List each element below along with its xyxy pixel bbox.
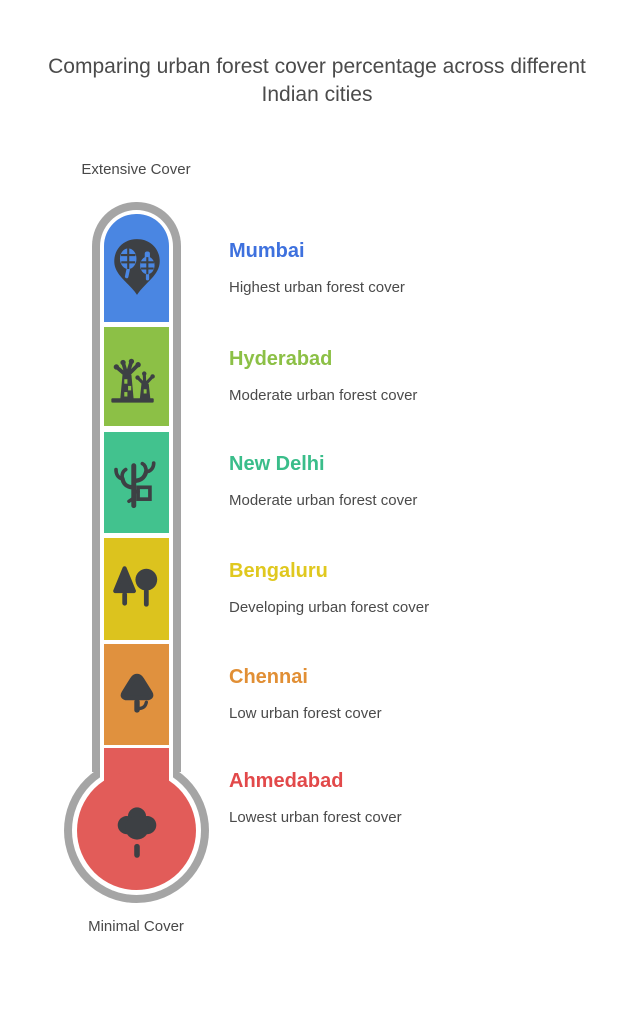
city-description-mumbai: Highest urban forest cover — [229, 279, 405, 296]
hyderabad-supertrees-icon — [110, 358, 155, 403]
segment-chennai — [104, 644, 169, 745]
segment-ahmedabad-bulb — [77, 771, 196, 890]
mumbai-location-pin-trees-icon — [113, 239, 160, 295]
city-block-ahmedabad: Ahmedabad Lowest urban forest cover — [229, 768, 619, 828]
city-block-new-delhi: New Delhi Moderate urban forest cover — [229, 451, 619, 511]
minimal-cover-label: Minimal Cover — [88, 918, 184, 935]
city-block-mumbai: Mumbai Highest urban forest cover — [229, 238, 619, 298]
page-title: Comparing urban forest cover percentage … — [48, 55, 586, 106]
city-description-hyderabad: Moderate urban forest cover — [229, 387, 418, 404]
city-block-chennai: Chennai Low urban forest cover — [229, 664, 619, 724]
city-name-mumbai: Mumbai — [229, 240, 305, 262]
city-description-ahmedabad: Lowest urban forest cover — [229, 809, 402, 826]
city-name-chennai: Chennai — [229, 666, 308, 688]
city-name-hyderabad: Hyderabad — [229, 348, 333, 370]
bengaluru-two-trees-icon — [112, 566, 157, 607]
segment-mumbai — [104, 214, 169, 322]
extensive-cover-label: Extensive Cover — [81, 161, 191, 178]
city-name-ahmedabad: Ahmedabad — [229, 770, 344, 792]
segment-new-delhi — [104, 432, 169, 533]
city-block-hyderabad: Hyderabad Moderate urban forest cover — [229, 346, 619, 406]
city-description-chennai: Low urban forest cover — [229, 705, 382, 722]
city-name-new-delhi: New Delhi — [229, 453, 325, 475]
city-name-bengaluru: Bengaluru — [229, 560, 328, 582]
ahmedabad-round-tree-icon — [117, 806, 156, 858]
segment-hyderabad — [104, 327, 169, 426]
city-block-bengaluru: Bengaluru Developing urban forest cover — [229, 558, 619, 618]
city-description-new-delhi: Moderate urban forest cover — [229, 492, 418, 509]
segment-bengaluru — [104, 538, 169, 640]
chennai-single-tree-icon — [120, 673, 153, 713]
city-description-bengaluru: Developing urban forest cover — [229, 599, 430, 616]
new-delhi-bare-tree-icon — [113, 460, 156, 508]
